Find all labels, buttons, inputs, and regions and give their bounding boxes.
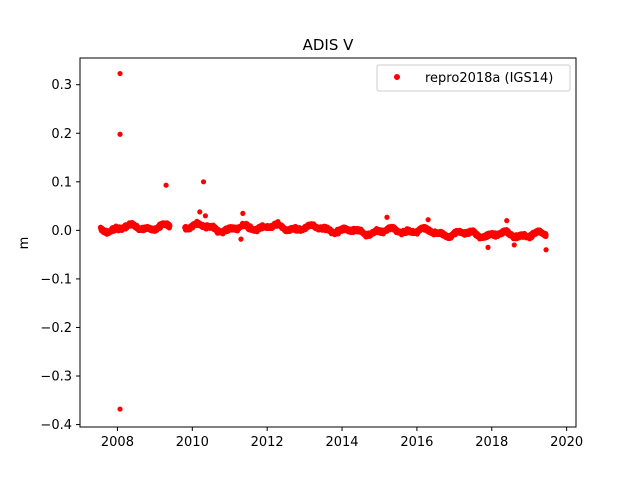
y-tick-label: −0.3 bbox=[40, 370, 72, 385]
x-tick-label: 2012 bbox=[251, 435, 284, 450]
x-tick-label: 2020 bbox=[550, 435, 583, 450]
y-tick-label: −0.4 bbox=[40, 418, 72, 433]
data-point bbox=[384, 214, 390, 220]
y-tick-label: 0.1 bbox=[51, 175, 72, 190]
data-point bbox=[543, 232, 549, 238]
data-point bbox=[511, 242, 517, 248]
plot-frame bbox=[79, 57, 577, 428]
x-tick-label: 2016 bbox=[400, 435, 433, 450]
legend: repro2018a (IGS14) bbox=[376, 64, 571, 92]
data-point bbox=[485, 244, 491, 250]
data-point bbox=[117, 406, 123, 412]
y-tick-label: 0.2 bbox=[51, 127, 72, 142]
y-tick-label: −0.1 bbox=[40, 272, 72, 287]
data-point bbox=[117, 131, 123, 137]
x-tick-label: 2008 bbox=[101, 435, 134, 450]
data-point bbox=[202, 213, 208, 219]
y-tick-label: −0.2 bbox=[40, 321, 72, 336]
data-point bbox=[543, 247, 549, 253]
y-axis-label: m bbox=[17, 237, 32, 250]
x-tick-label: 2010 bbox=[176, 435, 209, 450]
data-points-layer bbox=[97, 70, 549, 412]
data-point bbox=[200, 179, 207, 185]
data-point bbox=[425, 217, 431, 223]
data-point bbox=[117, 70, 123, 77]
data-point bbox=[504, 218, 510, 224]
chart-title: ADIS V bbox=[303, 36, 355, 54]
y-tick-label: 0.0 bbox=[51, 224, 72, 239]
data-point bbox=[238, 236, 244, 242]
legend-marker bbox=[394, 74, 400, 80]
x-tick-label: 2018 bbox=[475, 435, 508, 450]
data-point bbox=[163, 182, 169, 188]
data-point bbox=[240, 210, 246, 216]
data-point bbox=[167, 223, 173, 229]
y-tick-label: 0.3 bbox=[51, 78, 72, 93]
legend-entry-label: repro2018a (IGS14) bbox=[425, 71, 553, 86]
data-point bbox=[197, 209, 203, 215]
x-tick-label: 2014 bbox=[325, 435, 358, 450]
